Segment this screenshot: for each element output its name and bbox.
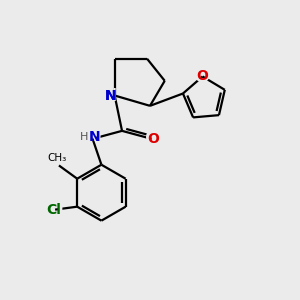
Text: N: N: [103, 87, 117, 105]
Text: O: O: [147, 132, 159, 146]
Text: Cl: Cl: [46, 202, 61, 217]
Text: CH₃: CH₃: [47, 152, 66, 163]
Text: O: O: [194, 67, 211, 86]
Text: H: H: [80, 132, 88, 142]
Text: N: N: [104, 89, 116, 103]
Text: N: N: [104, 89, 116, 103]
Text: O: O: [196, 70, 208, 83]
Text: N: N: [85, 129, 101, 148]
Text: O: O: [145, 129, 161, 148]
Text: Cl: Cl: [43, 200, 64, 219]
Text: N: N: [89, 130, 101, 144]
